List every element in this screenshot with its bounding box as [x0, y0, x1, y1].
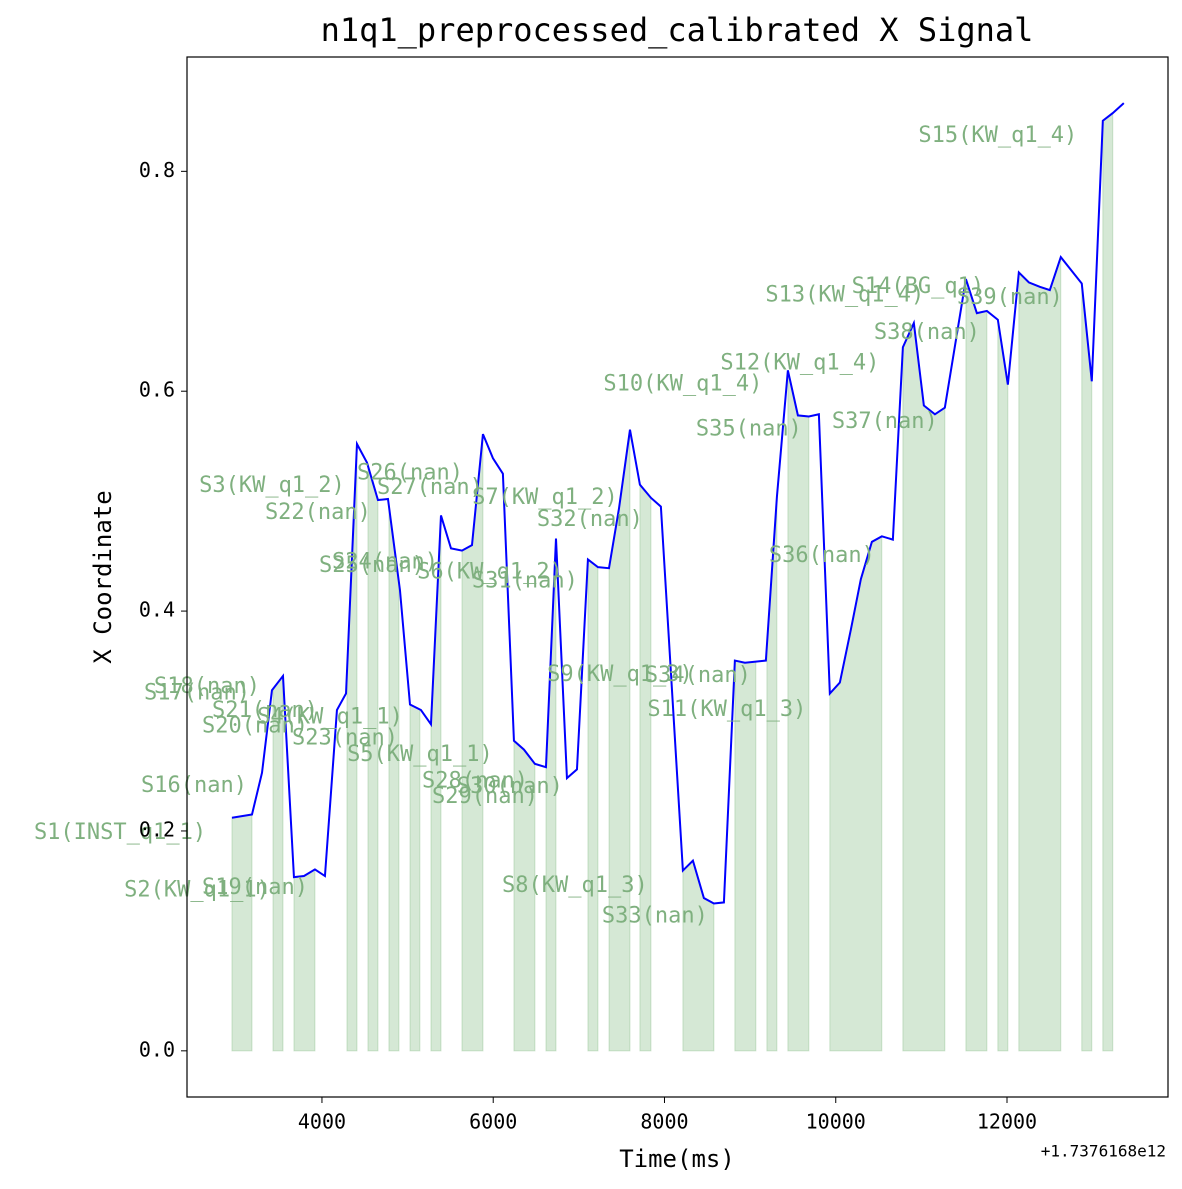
shaded-span	[587, 558, 599, 1052]
annotation: S2(KW_q1_1)	[124, 877, 270, 902]
plot-frame	[186, 56, 1169, 1098]
annotation: S32(nan)	[537, 507, 643, 532]
annotation: S36(nan)	[769, 543, 875, 568]
annotation: S35(nan)	[696, 417, 802, 442]
annotation: S27(nan)	[377, 475, 483, 500]
annotation: S12(KW_q1_4)	[720, 351, 879, 376]
annotation: S16(nan)	[141, 773, 247, 798]
x-tick-label: 8000	[640, 1110, 688, 1134]
shaded-span	[639, 483, 652, 1052]
annotation: S20(nan)	[202, 714, 308, 739]
annotation: S7(KW_q1_2)	[472, 485, 618, 510]
annotation: S30(nan)	[457, 774, 563, 799]
annotation: S25(nan)	[319, 553, 425, 578]
signal-line	[231, 102, 1125, 905]
annotation: S29(nan)	[432, 784, 538, 809]
annotation: S11(KW_q1_3)	[647, 697, 806, 722]
annotation: S31(nan)	[472, 568, 578, 593]
annotation: S14(BG_q1)	[852, 274, 984, 299]
shaded-span	[1081, 283, 1093, 1052]
annotation: S4(KW_q1_1)	[257, 705, 403, 730]
y-tick-label: 0.2	[139, 817, 175, 841]
annotation: S13(KW_q1_4)	[765, 283, 924, 308]
annotation: S19(nan)	[202, 875, 308, 900]
shaded-span	[829, 535, 883, 1052]
annotation: S37(nan)	[832, 409, 938, 434]
annotation: S17(nan)	[144, 681, 250, 706]
x-tick-label: 4000	[298, 1110, 346, 1134]
y-tick-label: 0.6	[139, 378, 175, 402]
x-axis-label: Time(ms)	[619, 1145, 735, 1173]
annotation: S24(nan)	[332, 550, 438, 575]
annotation: S21(nan)	[212, 698, 318, 723]
shaded-span	[388, 506, 400, 1052]
annotation: S34(nan)	[645, 663, 751, 688]
annotation: S9(KW_q1_3)	[547, 662, 693, 687]
annotation: S26(nan)	[357, 461, 463, 486]
annotation: S5(KW_q1_1)	[347, 742, 493, 767]
annotation: S15(KW_q1_4)	[918, 123, 1077, 148]
annotation: S10(KW_q1_4)	[603, 372, 762, 397]
annotation: S39(nan)	[957, 285, 1063, 310]
x-offset-label: +1.7376168e12	[1041, 1142, 1166, 1161]
shaded-span	[1102, 112, 1114, 1052]
annotation: S8(KW_q1_3)	[502, 873, 648, 898]
y-tick-label: 0.8	[139, 158, 175, 182]
x-tick-label: 6000	[469, 1110, 517, 1134]
annotation: S22(nan)	[265, 500, 371, 525]
y-tick-label: 0.4	[139, 598, 175, 622]
shaded-span	[1018, 256, 1062, 1052]
shaded-span	[231, 813, 253, 1052]
annotation: S6(KW_q1_2)	[417, 560, 563, 585]
y-tick-label: 0.0	[139, 1037, 175, 1061]
x-tick-label: 12000	[977, 1110, 1037, 1134]
annotation: S38(nan)	[874, 320, 980, 345]
annotation: S3(KW_q1_2)	[199, 473, 345, 498]
annotation: S33(nan)	[602, 904, 708, 929]
shaded-span	[682, 859, 715, 1052]
x-tick-label: 10000	[806, 1110, 866, 1134]
annotation: S28(nan)	[422, 768, 528, 793]
chart-title: n1q1_preprocessed_calibrated X Signal	[321, 11, 1034, 49]
annotation: S1(INST_q1_1)	[34, 820, 206, 845]
annotation: S18(nan)	[154, 674, 260, 699]
y-axis-label: X Coordinate	[89, 490, 117, 663]
shaded-span	[997, 319, 1009, 1052]
shaded-span	[965, 278, 988, 1052]
annotation: S23(nan)	[292, 726, 398, 751]
